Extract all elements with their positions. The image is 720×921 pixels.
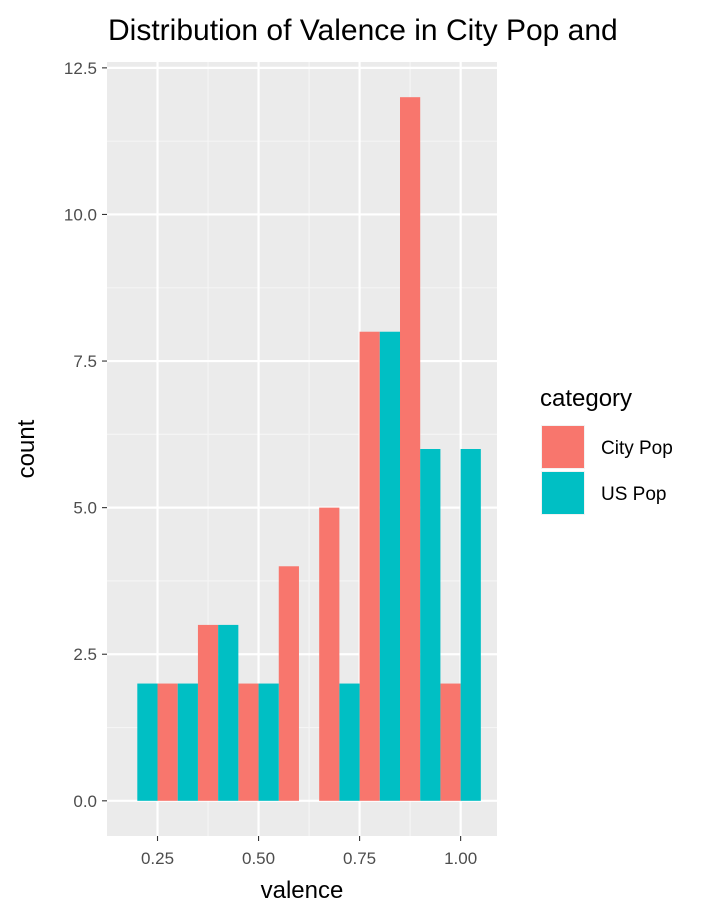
bar-city-pop [157, 683, 178, 801]
bar-us-pop [339, 683, 360, 801]
bar-city-pop [400, 97, 421, 801]
x-axis-title: valence [261, 877, 344, 904]
bar-city-pop [238, 683, 259, 801]
y-tick-label: 12.5 [64, 59, 97, 78]
y-tick-label: 2.5 [73, 645, 97, 664]
x-tick-label: 1.00 [444, 849, 477, 868]
bar-us-pop [379, 331, 401, 801]
bar-us-pop [420, 449, 441, 801]
bar-us-pop [218, 624, 239, 801]
y-axis: 0.0 2.5 5.0 7.5 10.0 12.5 [64, 59, 107, 811]
legend-title: category [540, 385, 632, 412]
legend-label: US Pop [601, 484, 666, 505]
bar-us-pop [137, 683, 158, 801]
legend-items: City Pop US Pop [541, 425, 673, 515]
legend-swatch-city-pop [542, 426, 584, 468]
bars-group [137, 97, 481, 801]
bar-city-pop [440, 683, 461, 801]
y-tick-label: 7.5 [73, 352, 97, 371]
bar-city-pop [278, 566, 299, 801]
x-axis: 0.25 0.50 0.75 1.00 [141, 836, 477, 868]
chart-title: Distribution of Valence in City Pop and [108, 14, 618, 47]
y-tick-label: 0.0 [73, 792, 97, 811]
y-tick-label: 10.0 [64, 205, 97, 224]
y-tick-label: 5.0 [73, 499, 97, 518]
x-tick-label: 0.75 [343, 849, 376, 868]
bar-us-pop [460, 449, 481, 801]
bar-city-pop [359, 331, 380, 801]
bar-city-pop [197, 624, 219, 801]
legend-swatch-us-pop [542, 472, 584, 514]
x-tick-label: 0.25 [141, 849, 174, 868]
y-axis-title: count [13, 419, 40, 478]
legend-label: City Pop [601, 438, 673, 459]
x-tick-label: 0.50 [242, 849, 275, 868]
legend: category City Pop US Pop [540, 385, 673, 515]
bar-us-pop [177, 683, 198, 801]
bar-us-pop [258, 683, 279, 801]
bar-city-pop [319, 507, 340, 801]
